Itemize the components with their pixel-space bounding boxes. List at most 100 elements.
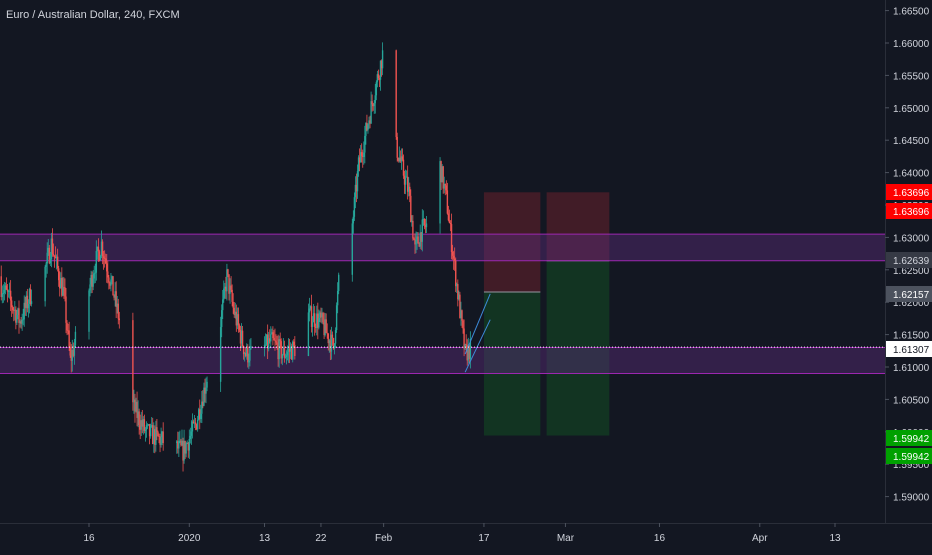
candle-body <box>109 282 111 286</box>
candle-body <box>456 284 458 287</box>
candle-body <box>196 419 199 430</box>
candle-body <box>264 344 267 346</box>
candle-body <box>180 440 182 446</box>
candle-body <box>225 286 227 292</box>
candle-body <box>10 300 13 308</box>
candle-body <box>311 322 314 327</box>
candle-body <box>178 441 180 449</box>
candle-body <box>29 289 32 304</box>
price-label-current: 1.61307 <box>893 345 930 356</box>
candle-body <box>116 303 118 307</box>
candle-body <box>418 243 420 247</box>
candle-body <box>220 310 223 328</box>
x-tick-label: Apr <box>752 533 768 544</box>
candle-body <box>113 295 115 298</box>
candle-body <box>224 286 226 289</box>
candle-body <box>201 401 203 414</box>
candle-body <box>134 399 136 412</box>
candle-body <box>96 246 99 251</box>
candle-body <box>316 313 318 329</box>
candle-body <box>223 288 225 300</box>
candle-body <box>176 441 178 444</box>
candle-body <box>25 295 28 308</box>
candle-body <box>424 225 427 228</box>
candle-body <box>318 317 320 328</box>
candle-body <box>55 256 58 259</box>
candle-body <box>413 238 415 240</box>
candle-body <box>453 258 456 261</box>
candle-body <box>52 253 55 256</box>
candle-body <box>2 293 5 294</box>
candle-body <box>442 166 444 189</box>
candle-body <box>464 344 466 349</box>
candle-body <box>293 341 295 345</box>
candle-body <box>375 82 378 96</box>
candle-body <box>380 60 383 69</box>
candle-body <box>446 190 449 214</box>
take-profit-zone <box>483 292 541 436</box>
candle-body <box>448 220 451 224</box>
candle-body <box>401 156 404 160</box>
candle-body <box>444 183 446 186</box>
candle-body <box>308 308 311 313</box>
candle-body <box>326 332 328 334</box>
candle-body <box>137 411 139 418</box>
candle-body <box>179 440 181 442</box>
candle-body <box>98 251 101 261</box>
candle-body <box>232 301 234 308</box>
candle-body <box>188 438 191 451</box>
candle-body <box>462 320 464 329</box>
candle-body <box>280 341 282 359</box>
candle-body <box>425 223 428 228</box>
candle-body <box>186 443 188 444</box>
candle-body <box>364 135 366 153</box>
candle-body <box>404 177 407 185</box>
candle-body <box>192 421 195 423</box>
candle-body <box>409 186 411 196</box>
candle-body <box>276 342 278 345</box>
candle-body <box>228 274 230 294</box>
candle-body <box>200 413 202 420</box>
price-label-stop-bg <box>886 184 932 200</box>
candle-body <box>465 344 467 346</box>
candle-body <box>274 340 276 341</box>
candle-body <box>397 157 399 161</box>
candle-body <box>450 224 453 252</box>
y-tick-label: 1.61500 <box>893 331 930 342</box>
candle-body <box>97 246 100 252</box>
price-label-target: 1.59942 <box>893 434 930 445</box>
candle-body <box>48 247 50 264</box>
candle-body <box>148 424 151 437</box>
candle-body <box>59 280 61 289</box>
candle-body <box>23 302 25 320</box>
x-tick-label: 13 <box>259 533 271 544</box>
candle-body <box>50 238 53 260</box>
time-axis-panel <box>0 523 885 550</box>
candle-body <box>150 425 153 426</box>
candle-body <box>248 360 250 363</box>
candle-body <box>241 330 244 347</box>
candle-body <box>234 311 236 316</box>
candle-body <box>231 289 233 302</box>
candle-body <box>333 343 336 349</box>
candle-body <box>61 278 63 296</box>
candle-body <box>89 284 91 291</box>
candle-body <box>466 345 468 361</box>
candle-body <box>160 437 162 445</box>
candle-body <box>100 241 103 256</box>
candle-body <box>64 287 66 297</box>
candle-body <box>396 136 398 158</box>
chart-title: Euro / Australian Dollar, 240, FXCM <box>6 9 180 21</box>
candle-body <box>246 346 248 357</box>
candle-body <box>3 289 6 294</box>
candle-body <box>135 401 137 412</box>
x-tick-label: 17 <box>478 533 490 544</box>
candle-body <box>461 310 463 321</box>
candle-body <box>443 183 445 189</box>
candle-body <box>319 312 321 318</box>
candle-body <box>92 278 94 287</box>
candle-body <box>132 320 134 403</box>
candle-body <box>1 293 3 298</box>
candle-body <box>193 422 196 424</box>
